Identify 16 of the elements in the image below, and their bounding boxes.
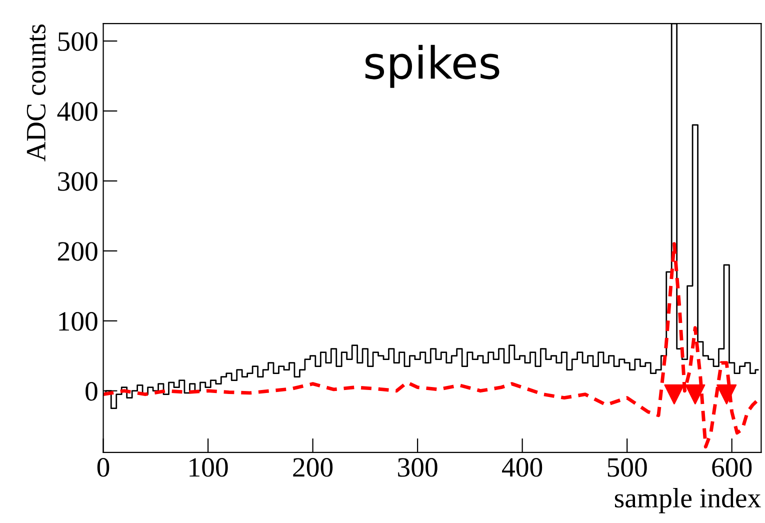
y-tick-label: 0 [86,382,98,401]
y-tick-label: 500 [58,32,98,51]
y-tick-label: 100 [59,312,98,331]
x-tick-label: 600 [712,458,752,477]
y-tick-label: 300 [58,172,98,191]
chart-title: spikes [365,44,500,88]
x-tick-label: 400 [502,458,542,477]
y-tick-label: 200 [58,242,98,261]
x-tick-label: 100 [190,458,228,477]
x-tick-label: 200 [293,458,333,477]
y-tick-label: 400 [57,102,98,121]
x-tick-label: 300 [398,458,438,477]
x-tick-label: 500 [608,458,647,477]
x-tick-label: 0 [97,458,110,477]
y-axis-title: ADC counts [26,24,46,162]
x-axis-title: sample index [614,488,761,514]
